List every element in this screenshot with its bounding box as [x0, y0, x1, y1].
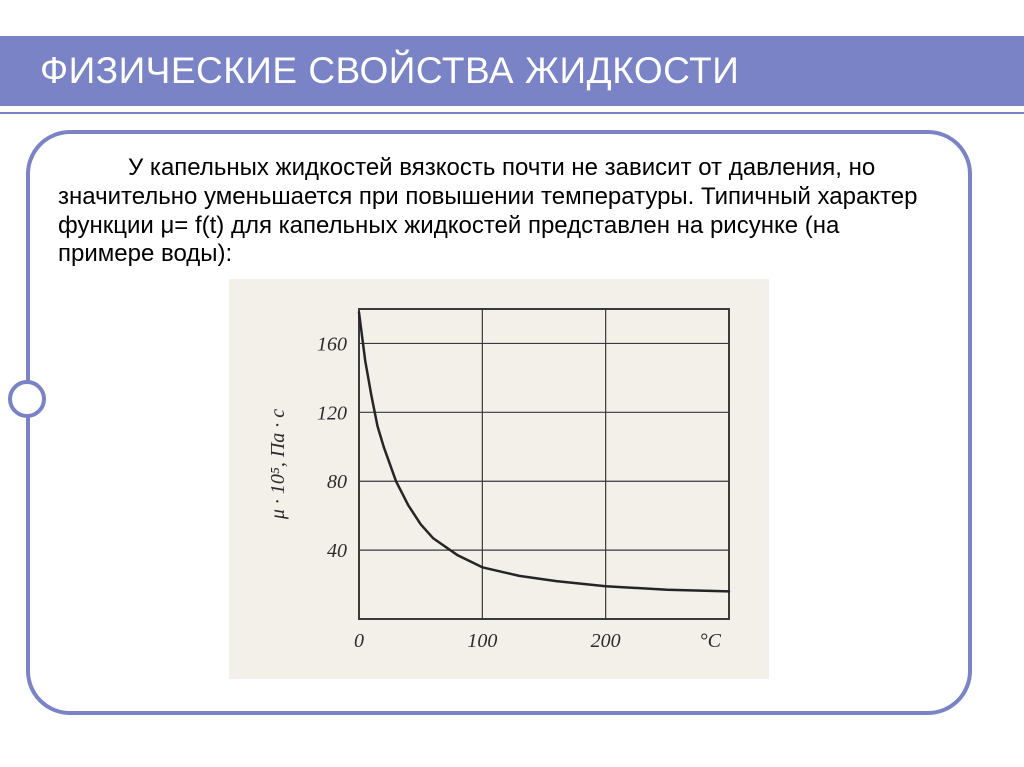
svg-text:120: 120	[317, 403, 347, 425]
chart-container: 0 100 200 °С 40 80 120 160 μ · 10⁵, Па · с	[58, 279, 940, 679]
svg-text:40: 40	[327, 540, 347, 562]
svg-text:200: 200	[591, 630, 621, 652]
content-frame: У капельных жидкостей вязкость почти не …	[26, 130, 972, 715]
viscosity-chart: 0 100 200 °С 40 80 120 160 μ · 10⁵, Па · с	[229, 279, 769, 679]
bullet-marker	[8, 380, 46, 418]
svg-text:80: 80	[327, 471, 347, 493]
body-paragraph: У капельных жидкостей вязкость почти не …	[58, 154, 940, 269]
svg-text:100: 100	[467, 630, 497, 652]
slide: ФИЗИЧЕСКИЕ СВОЙСТВА ЖИДКОСТИ У капельных…	[0, 0, 1024, 767]
title-band: ФИЗИЧЕСКИЕ СВОЙСТВА ЖИДКОСТИ	[0, 36, 1024, 106]
svg-text:μ · 10⁵, Па · с: μ · 10⁵, Па · с	[267, 409, 289, 520]
title-underline	[0, 108, 1024, 114]
slide-title: ФИЗИЧЕСКИЕ СВОЙСТВА ЖИДКОСТИ	[40, 50, 739, 92]
svg-text:0: 0	[354, 630, 364, 652]
svg-text:°С: °С	[700, 630, 722, 652]
svg-text:160: 160	[317, 334, 347, 356]
